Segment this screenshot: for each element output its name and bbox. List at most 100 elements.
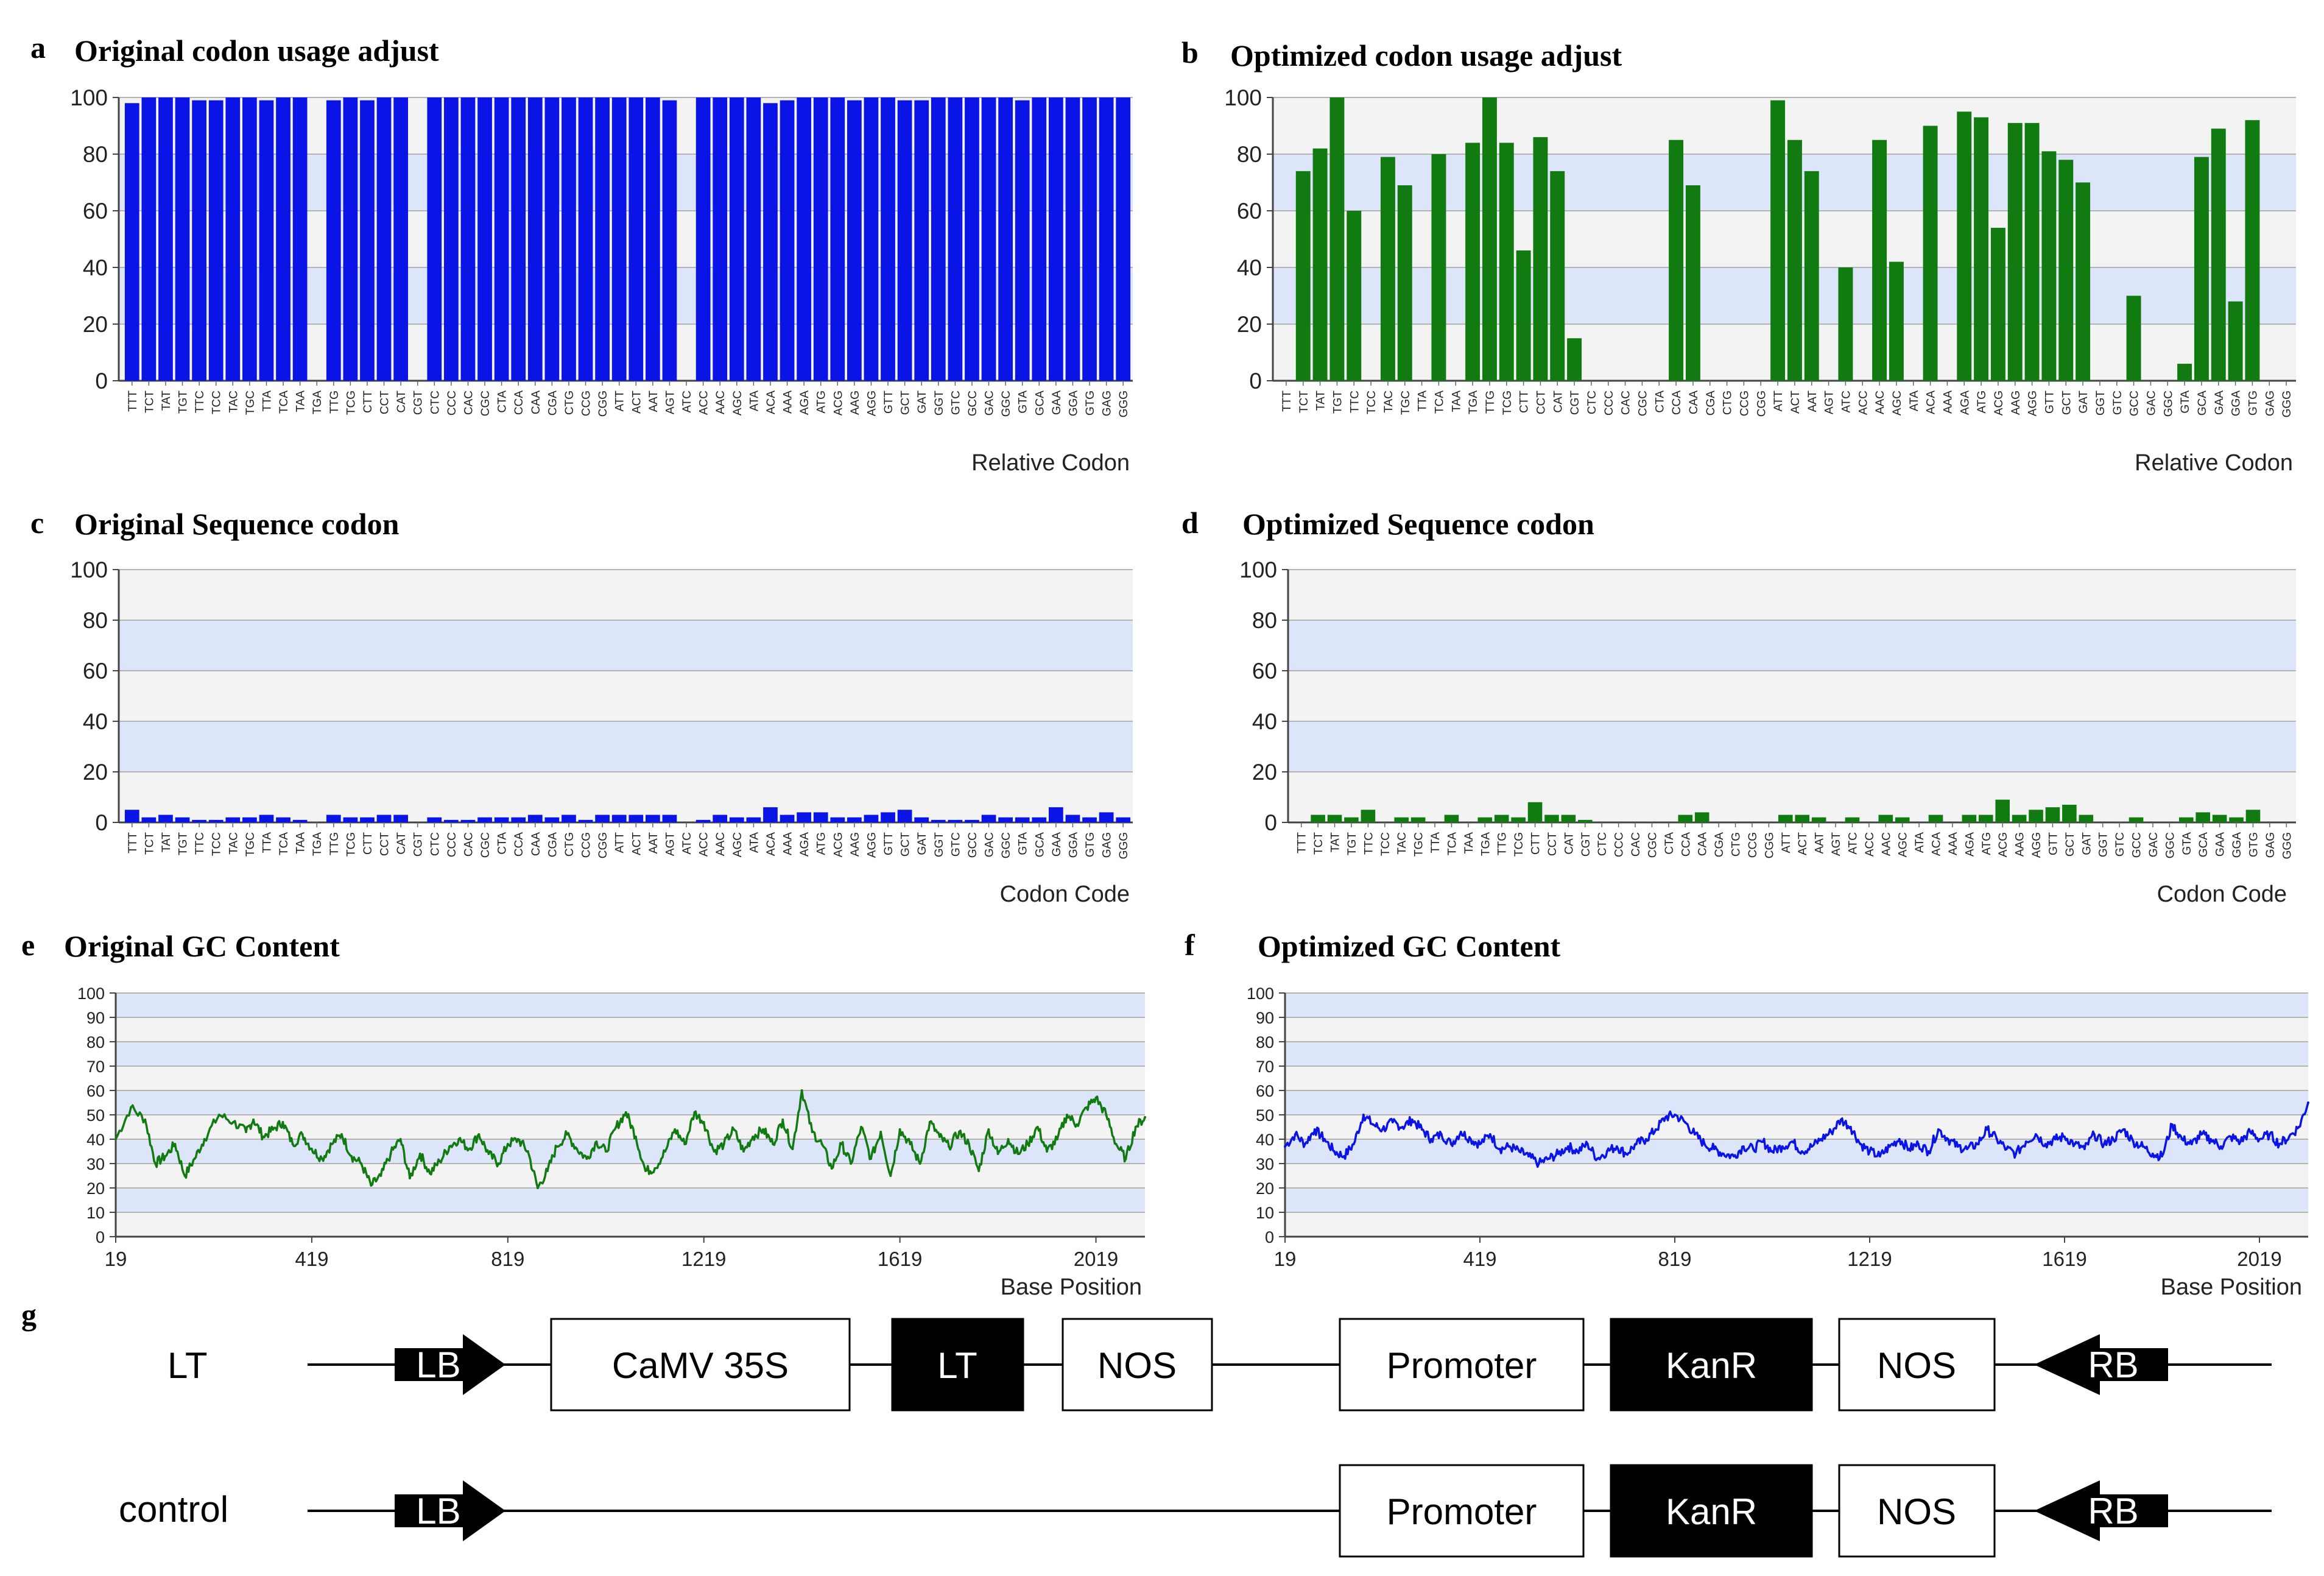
data-point [1440, 1133, 1443, 1136]
x-tick-label: TCG [345, 832, 357, 857]
x-tick-label: AGG [2030, 832, 2043, 858]
x-tick-label: TTT [1281, 390, 1294, 412]
x-tick-label: TTG [1496, 832, 1509, 855]
bar-TTC [192, 819, 206, 822]
bar-CGG [595, 815, 610, 822]
bar-CGA [544, 817, 560, 822]
data-point [2161, 1155, 2163, 1157]
y-tick-label: 90 [1256, 1009, 1274, 1027]
bar-ACG [830, 817, 845, 822]
x-tick-label: CGG [597, 832, 610, 858]
x-tick-label: 2019 [1074, 1248, 1118, 1270]
data-point [2258, 1138, 2261, 1140]
x-tick-label: TAA [1463, 832, 1476, 854]
bar-CCA [1669, 140, 1684, 381]
x-tick-label: GCC [2131, 832, 2144, 858]
plot-band [1288, 721, 2296, 772]
x-tick-label: GGA [1067, 390, 1080, 417]
x-tick-label: CCT [379, 832, 392, 856]
data-point [566, 1133, 569, 1136]
data-point [791, 1148, 794, 1150]
x-tick-label: GTC [949, 832, 962, 857]
data-point [2210, 1138, 2212, 1140]
x-tick-label: TGT [1346, 832, 1359, 855]
data-point [713, 1150, 716, 1153]
data-point [918, 1162, 921, 1165]
x-tick-label: CAC [1630, 832, 1643, 857]
data-point [2122, 1128, 2125, 1131]
x-tick-label: CGT [1580, 832, 1593, 857]
data-point [693, 1111, 696, 1114]
data-point [870, 1157, 873, 1160]
data-point [2044, 1143, 2047, 1145]
data-point [468, 1148, 471, 1150]
x-tick-label: 419 [1463, 1248, 1496, 1270]
bar-GCT [897, 810, 912, 822]
x-tick-label: CGG [1763, 832, 1776, 858]
x-tick-label: AAG [849, 832, 862, 857]
data-point [2141, 1145, 2144, 1148]
data-point [1898, 1138, 1901, 1140]
x-tick-label: AGT [664, 390, 677, 414]
x-tick-label: TGC [1413, 832, 1426, 857]
x-tick-label: ACC [698, 390, 711, 415]
y-tick-label: 100 [1239, 557, 1277, 582]
bar-CTT [1516, 250, 1531, 381]
x-tick-label: CGA [546, 832, 559, 858]
bar-GTA [1015, 817, 1030, 822]
bar-GGA [1065, 97, 1080, 381]
x-tick-label: CTA [496, 390, 509, 413]
x-tick-label: AAC [1874, 390, 1887, 414]
data-point [860, 1126, 863, 1128]
bar-ACG [1995, 799, 2010, 822]
chart-e-xlabel: Base Position [1001, 1274, 1142, 1300]
bar-GTG [2245, 120, 2260, 381]
x-tick-label: CGC [479, 390, 492, 416]
x-tick-label: AAC [1880, 832, 1893, 856]
chart-f-plot: 0 10 20 30 40 50 60 70 80 90 100 19 419 819 1219 1619 20… [1247, 984, 2309, 1270]
bar-GGG [1116, 817, 1131, 822]
x-tick-label: AAA [782, 832, 795, 855]
x-tick-label: ATT [1772, 390, 1785, 412]
plot-band [116, 1188, 1145, 1212]
data-point [487, 1153, 490, 1155]
bar-GGA [1065, 815, 1080, 822]
chart-b-plot: 0 20 40 60 80 100 TTT TCT TAT TGT TTC TCC TAC TGC TTA T… [1224, 85, 2296, 417]
x-tick-label: GGG [1118, 390, 1130, 417]
x-tick-label: TAC [1396, 832, 1409, 855]
x-tick-label: GAA [1051, 832, 1063, 857]
x-tick-label: ATA [1908, 390, 1921, 411]
bar-AAT [1804, 171, 1819, 381]
data-point [245, 1131, 248, 1133]
bar-CAA [1694, 812, 1710, 822]
x-tick-label: CTT [362, 390, 375, 413]
x-tick-label: TCC [211, 390, 224, 414]
plot-band [1288, 570, 2296, 620]
data-point [154, 1162, 157, 1165]
bar-ACT [629, 815, 644, 822]
data-point [702, 1121, 705, 1123]
plot-band [119, 570, 1133, 620]
data-point [898, 1128, 901, 1131]
x-tick-label: GGC [1000, 832, 1013, 858]
data-point [1055, 1138, 1058, 1140]
data-point [1693, 1133, 1696, 1136]
x-tick-label: CTC [1596, 832, 1609, 856]
box-lt [891, 1318, 1024, 1412]
box-nos [1838, 1464, 1996, 1558]
data-point [129, 1106, 132, 1109]
chart-b-title: Optimized codon usage adjust [1230, 38, 1622, 72]
y-tick-label: 50 [1256, 1106, 1274, 1125]
x-tick-label: AGA [1959, 390, 1971, 415]
x-tick-label: ACT [1797, 832, 1809, 855]
box-camv35s [550, 1318, 851, 1412]
data-point [1016, 1153, 1019, 1155]
bar-TTA [259, 100, 274, 381]
data-point [1566, 1145, 1569, 1148]
data-point [2268, 1133, 2271, 1136]
data-point [1085, 1106, 1088, 1109]
data-point [1352, 1143, 1355, 1145]
panel-label-b: b [1181, 35, 1199, 69]
x-tick-label: TCA [1433, 390, 1446, 414]
data-point [1644, 1138, 1647, 1140]
